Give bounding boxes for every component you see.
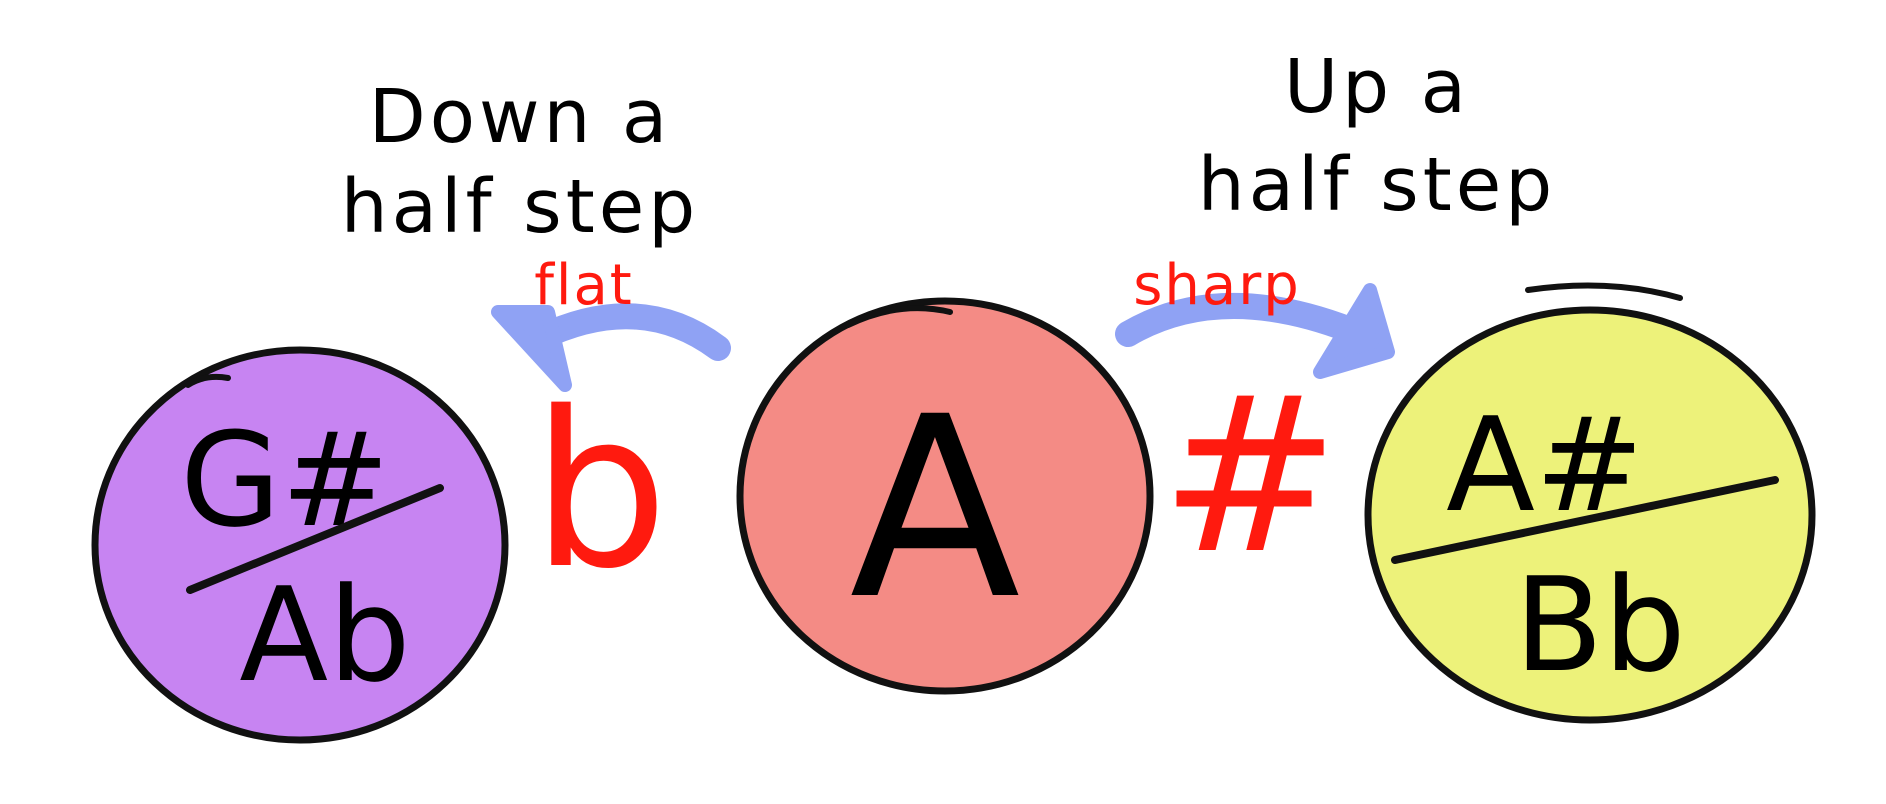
sharp-arrow-shaft xyxy=(1115,293,1363,347)
flat-label: flat xyxy=(534,253,634,318)
left-caption-line1: Down a xyxy=(369,74,672,160)
note-circle-center: A xyxy=(736,297,1154,695)
note-left-bottom: Ab xyxy=(239,559,410,711)
note-left-top: G# xyxy=(180,404,390,556)
note-right-top: A# xyxy=(1446,389,1644,541)
right-caption-line1: Up a xyxy=(1284,44,1470,130)
left-caption-line2: half step xyxy=(341,164,699,250)
flat-arrow xyxy=(491,303,731,392)
note-circle-left-stroke-extra xyxy=(185,373,231,388)
sharp-arrow-head xyxy=(1313,283,1395,379)
flat-symbol: b xyxy=(532,365,668,616)
sharp-symbol: # xyxy=(1160,350,1340,601)
note-circle-right-stroke-extra xyxy=(1525,282,1683,301)
flat-arrow-head xyxy=(491,305,572,392)
right-caption: Up a half step xyxy=(1198,44,1556,228)
note-right-bottom: Bb xyxy=(1514,549,1686,701)
note-circle-center-fill xyxy=(736,297,1154,695)
note-right-divider xyxy=(1391,476,1779,564)
right-caption-line2: half step xyxy=(1198,142,1556,228)
sharp-arrow xyxy=(1115,283,1395,379)
flat-arrow-shaft xyxy=(527,303,731,361)
note-center-label: A xyxy=(849,363,1020,654)
note-circle-right: A# Bb xyxy=(1364,282,1816,724)
note-circle-left: G# Ab xyxy=(91,346,509,744)
sharp-label: sharp xyxy=(1133,253,1301,318)
left-caption: Down a half step xyxy=(341,74,699,250)
note-circle-center-stroke-extra xyxy=(845,305,953,328)
note-left-divider xyxy=(186,484,444,594)
